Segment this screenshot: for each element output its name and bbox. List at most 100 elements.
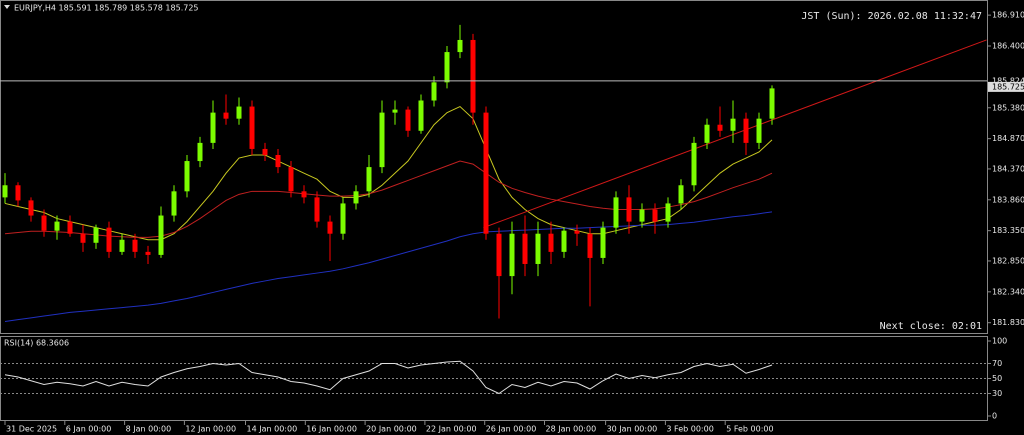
y-tick-label: 70: [992, 359, 1002, 368]
x-tick-label: 3 Feb 00:00: [666, 425, 713, 434]
candle-body: [327, 221, 333, 234]
candle-body: [548, 233, 554, 252]
candle-body: [496, 233, 502, 277]
y-tick-label: 184.870: [992, 134, 1024, 143]
y-tick-label: 184.370: [992, 164, 1024, 173]
moving-average: [4, 160, 773, 238]
rsi-line: [4, 360, 773, 395]
candle-body: [444, 52, 450, 83]
candle-body: [41, 215, 47, 231]
x-tick-label: 30 Jan 00:00: [607, 425, 658, 434]
candle-body: [288, 167, 294, 192]
x-tick-label: 6 Jan 00:00: [66, 425, 112, 434]
candle-body: [756, 118, 762, 143]
candle-body: [28, 200, 34, 216]
x-tick-label: 14 Jan 00:00: [247, 425, 298, 434]
candle-body: [392, 109, 398, 113]
candle-body: [275, 154, 281, 168]
candle-body: [119, 239, 125, 252]
price-marker-label: 185.725: [992, 82, 1024, 91]
candle-body: [67, 221, 73, 234]
candle-body: [678, 185, 684, 204]
candle-body: [145, 251, 151, 255]
candle-body: [301, 191, 307, 198]
candle-body: [2, 185, 8, 198]
candle-body: [54, 221, 60, 231]
candle-body: [249, 106, 255, 149]
candle-body: [223, 112, 229, 119]
main-panel: [0, 0, 988, 334]
y-tick-label: 0: [992, 412, 997, 421]
candle-body: [132, 239, 138, 252]
moving-average: [4, 105, 773, 241]
candle-body: [470, 39, 476, 113]
candle-body: [769, 88, 775, 119]
y-tick-label: 100: [992, 337, 1007, 346]
candle-body: [379, 112, 385, 168]
candle-body: [639, 209, 645, 222]
next-close: Next close: 02:01: [880, 321, 982, 332]
candle-body: [405, 109, 411, 131]
menu-arrow: [4, 5, 10, 9]
moving-average: [4, 211, 773, 322]
y-tick-label: 181.830: [992, 318, 1024, 327]
x-tick-label: 31 Dec 2025: [6, 425, 57, 434]
x-tick-label: 22 Jan 00:00: [426, 425, 477, 434]
candle-body: [106, 227, 112, 252]
x-tick-label: 20 Jan 00:00: [366, 425, 417, 434]
candle-body: [184, 161, 190, 192]
trendline: [483, 39, 987, 229]
candle-body: [626, 197, 632, 222]
clock: JST (Sun): 2026.02.08 11:32:47: [801, 11, 982, 22]
candle-body: [535, 233, 541, 264]
candle-body: [691, 142, 697, 186]
x-tick-label: 8 Jan 00:00: [126, 425, 172, 434]
candle-body: [730, 118, 736, 131]
candle-body: [158, 215, 164, 255]
candle-body: [600, 227, 606, 258]
price-marker: [988, 75, 1024, 86]
y-tick-label: 182.340: [992, 287, 1024, 296]
candle-body: [743, 118, 749, 143]
y-tick-label: 30: [992, 389, 1002, 398]
y-tick-label: 182.850: [992, 256, 1024, 265]
rsi-title: RSI(14) 68.3606: [4, 339, 69, 348]
x-tick-label: 5 Feb 00:00: [726, 425, 773, 434]
candle-body: [457, 39, 463, 53]
y-tick-label: 50: [992, 374, 1002, 383]
candle-body: [236, 106, 242, 119]
y-tick-label: 183.860: [992, 195, 1024, 204]
y-tick-label: 186.400: [992, 42, 1024, 51]
candle-body: [483, 112, 489, 234]
candle-body: [353, 191, 359, 204]
candle-body: [15, 185, 21, 201]
price-marker: [988, 81, 1024, 92]
candle-body: [704, 124, 710, 143]
candle-body: [665, 203, 671, 222]
candle-body: [587, 233, 593, 258]
candle-body: [522, 233, 528, 264]
candle-body: [340, 203, 346, 234]
x-tick-label: 26 Jan 00:00: [486, 425, 537, 434]
x-tick-label: 12 Jan 00:00: [185, 425, 236, 434]
candle-body: [93, 227, 99, 243]
chart-title: EURJPY,H4 185.591 185.789 185.578 185.72…: [14, 4, 199, 13]
candle-body: [509, 233, 515, 277]
candle-body: [431, 82, 437, 101]
candle-body: [613, 197, 619, 228]
candle-body: [314, 197, 320, 222]
candle-body: [652, 209, 658, 222]
candle-body: [210, 112, 216, 143]
candle-body: [366, 167, 372, 192]
candle-body: [574, 230, 580, 234]
candle-body: [717, 124, 723, 131]
candle-body: [197, 142, 203, 162]
candle-body: [80, 233, 86, 243]
candle-body: [262, 148, 268, 155]
x-tick-label: 16 Jan 00:00: [306, 425, 357, 434]
y-tick-label: 186.910: [992, 11, 1024, 20]
y-tick-label: 183.350: [992, 226, 1024, 235]
y-tick-label: 185.380: [992, 103, 1024, 112]
